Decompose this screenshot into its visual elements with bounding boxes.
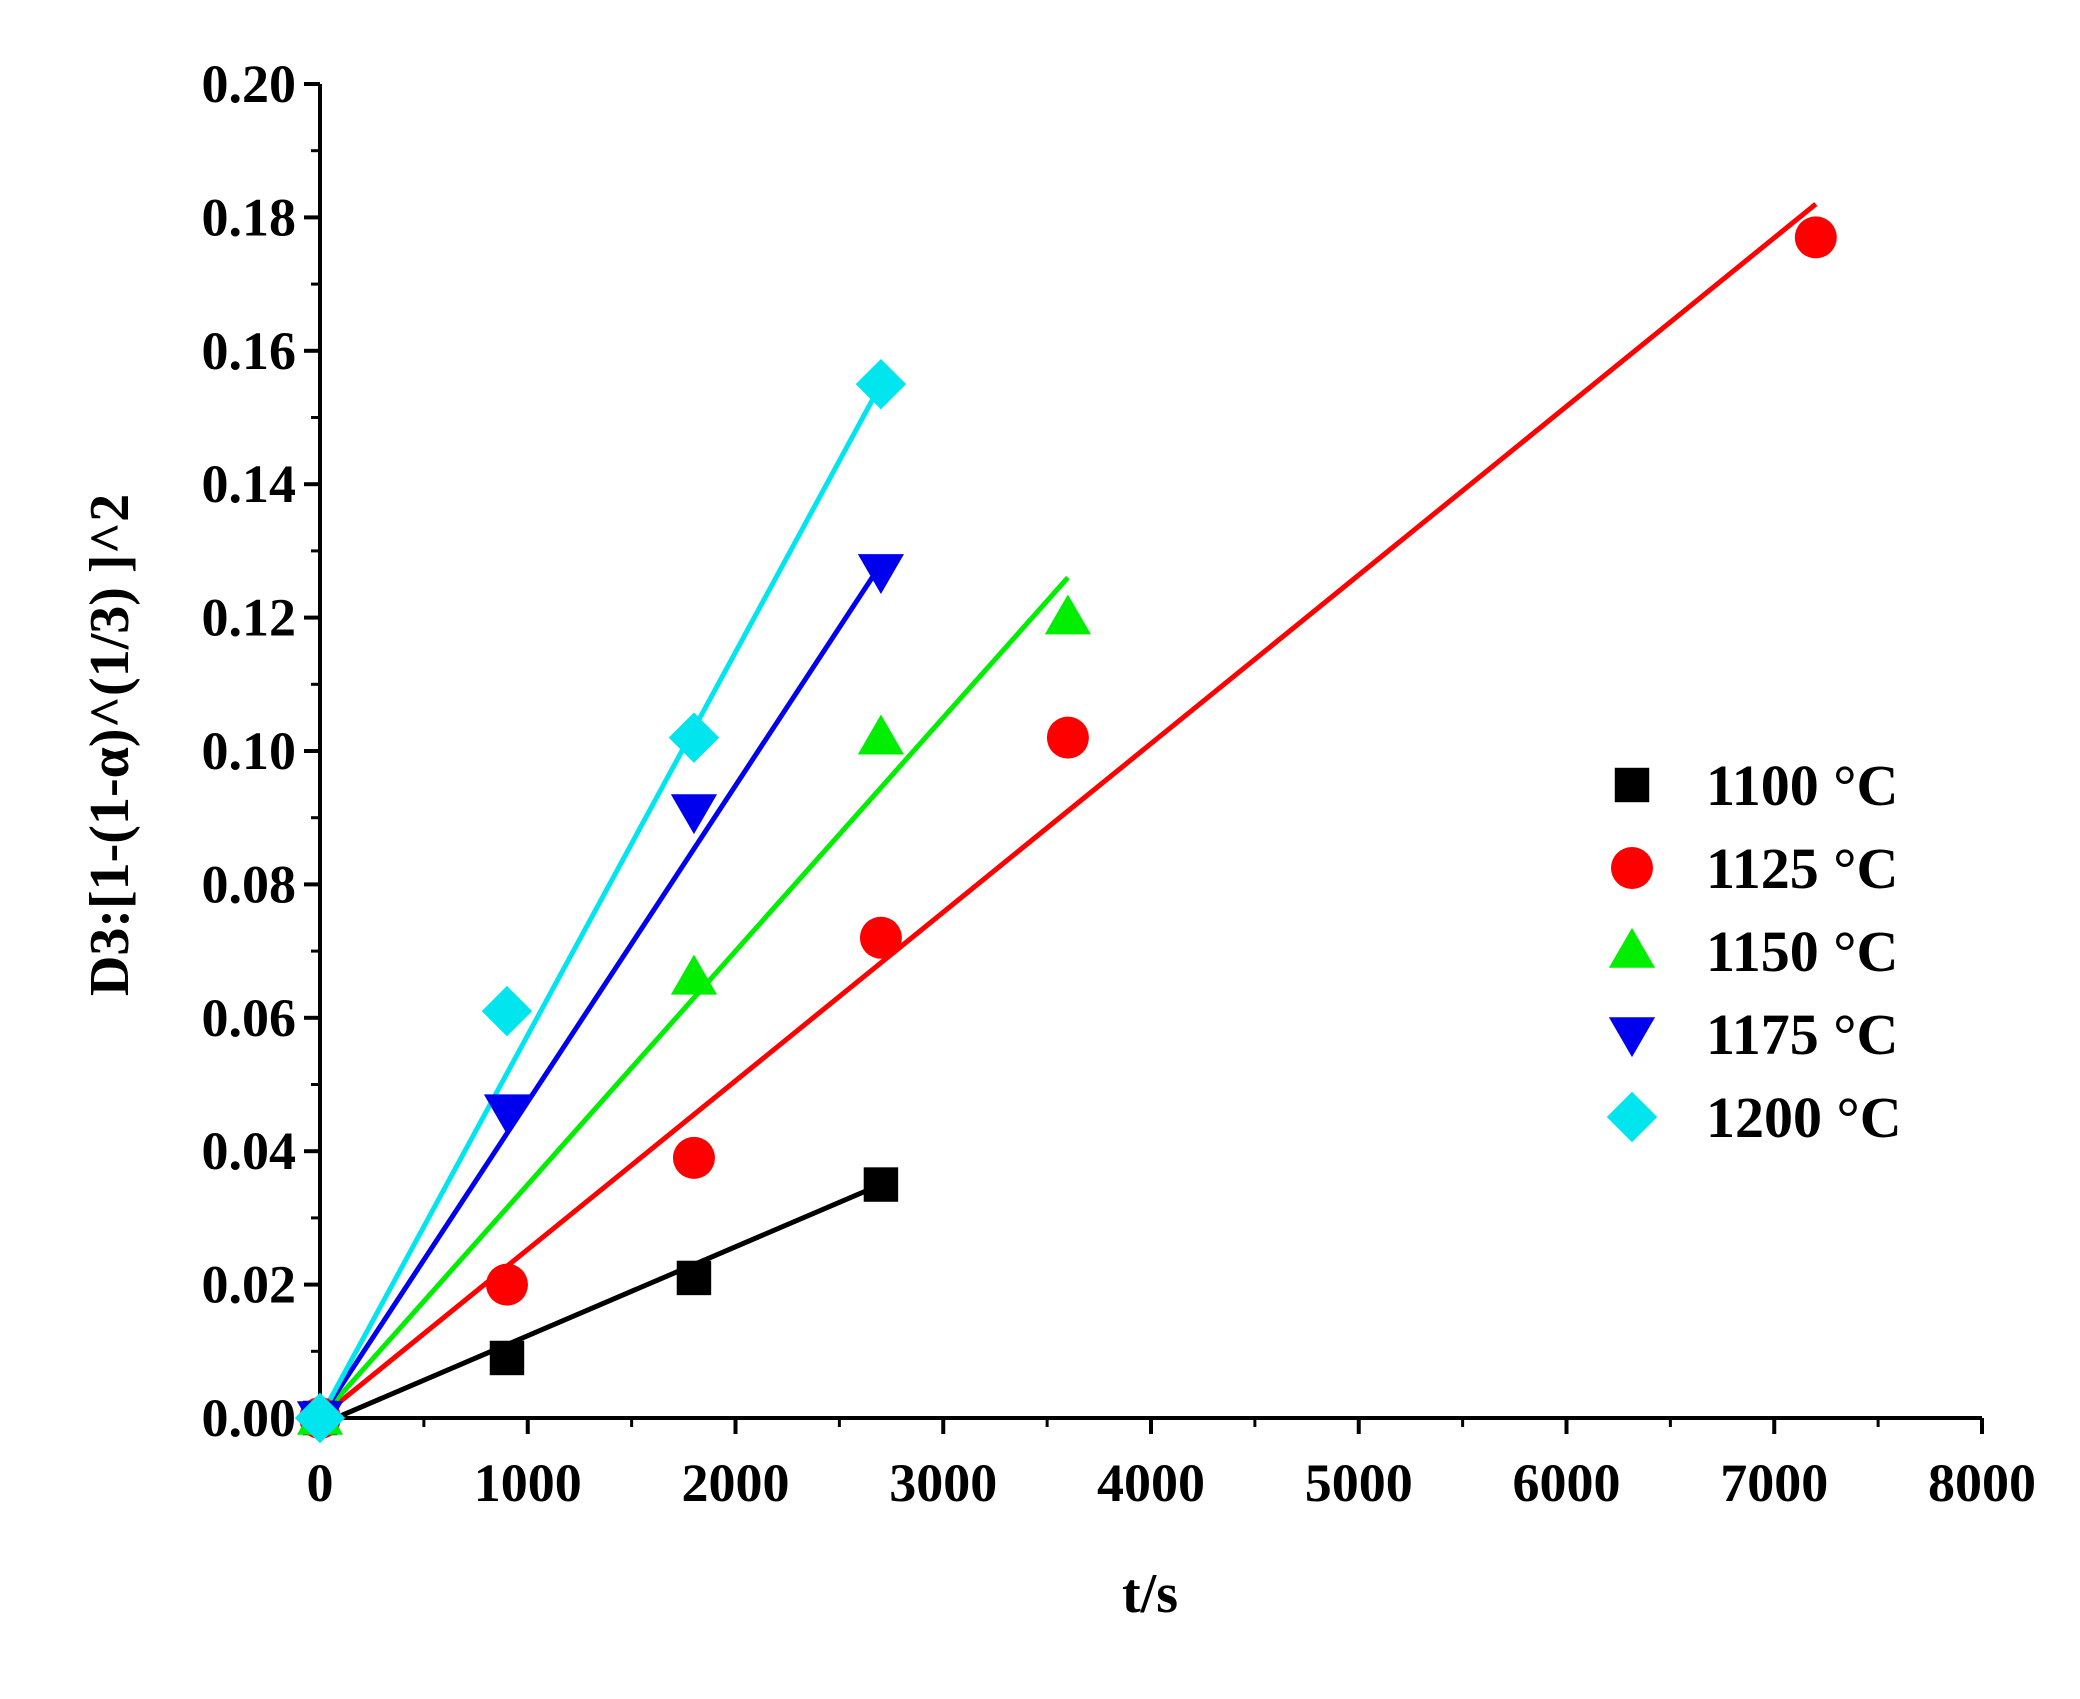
legend-label: 1100 °C [1706, 753, 1898, 818]
x-tick-label: 5000 [1305, 1453, 1413, 1513]
fit-line [317, 562, 884, 1420]
y-tick-label: 0.00 [202, 1388, 297, 1448]
y-tick-label: 0.02 [202, 1255, 297, 1315]
legend-marker [1608, 927, 1656, 968]
x-tick-label: 7000 [1720, 1453, 1828, 1513]
y-tick-label: 0.06 [202, 988, 297, 1048]
fit-line [318, 575, 1070, 1420]
data-point [670, 954, 718, 995]
axes: 0 1000 2000 3000 4000 5000 6000 7000 8000 0.00 0.0… [202, 54, 2037, 1513]
fit-lines [317, 202, 1818, 1427]
data-point [857, 554, 905, 595]
legend-marker [1606, 1091, 1658, 1143]
data-point [1794, 216, 1837, 259]
y-tick-label: 0.08 [202, 854, 297, 914]
legend-label: 1200 °C [1706, 1085, 1902, 1150]
x-tick-label: 2000 [682, 1453, 790, 1513]
data-point [485, 1263, 528, 1306]
fit-line [317, 382, 884, 1420]
legend-marker [1611, 847, 1653, 889]
data-point [863, 1167, 899, 1202]
data-point [294, 1392, 346, 1444]
data-point [670, 794, 718, 835]
y-tick-label: 0.12 [202, 588, 297, 648]
data-point [1044, 594, 1091, 635]
data-point [1046, 716, 1089, 759]
fit-line [318, 202, 1818, 1420]
x-tick-label: 6000 [1513, 1453, 1621, 1513]
legend-label: 1175 °C [1706, 1002, 1898, 1067]
y-tick-label: 0.18 [202, 187, 297, 247]
data-point [489, 1340, 525, 1376]
legend-label: 1150 °C [1706, 919, 1898, 984]
x-tick-label: 8000 [1928, 1453, 2036, 1513]
x-tick-label: 0 [307, 1453, 334, 1513]
y-axis-label: D3:[1-(1-α)^(1/3) ]^2 [79, 494, 141, 996]
y-tick-label: 0.04 [202, 1121, 297, 1181]
data-point [857, 714, 905, 755]
fit-line [319, 1182, 882, 1427]
x-tick-label: 4000 [1097, 1453, 1205, 1513]
y-tick-label: 0.16 [202, 321, 297, 381]
y-tick-label: 0.14 [202, 454, 297, 514]
x-tick-label: 3000 [889, 1453, 997, 1513]
x-axis-label: t/s [1122, 1563, 1178, 1625]
y-tick-label: 0.20 [202, 54, 297, 114]
data-point [481, 985, 533, 1037]
data-point [483, 1094, 531, 1135]
data-point [668, 712, 720, 763]
legend: 1100 °C 1125 °C 1150 °C 1175 °C 1200 °C [1606, 753, 1902, 1150]
legend-marker [1608, 1017, 1656, 1058]
legend-label: 1125 °C [1706, 836, 1898, 901]
x-tick-label: 1000 [474, 1453, 582, 1513]
data-point [855, 358, 907, 410]
data-markers [294, 216, 1837, 1444]
legend-marker [1614, 767, 1650, 803]
data-point [676, 1260, 712, 1296]
data-point [672, 1136, 715, 1179]
data-point [859, 916, 902, 959]
y-tick-label: 0.10 [202, 721, 297, 781]
